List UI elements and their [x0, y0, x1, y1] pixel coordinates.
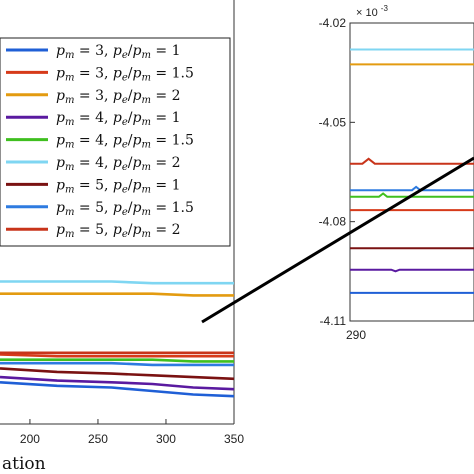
zoom-y-tick-label-4-02: -4.02: [319, 16, 347, 30]
legend-label: pm = 4, pe/pm = 2: [56, 155, 181, 173]
zoom-y-tick-label-4-08: -4.08: [319, 215, 347, 229]
main-x-tick-label-200: 200: [20, 432, 40, 446]
legend-label: pm = 4, pe/pm = 1.5: [56, 133, 194, 151]
legend-label: pm = 3, pe/pm = 1.5: [56, 65, 194, 83]
main-x-tick-label-350: 350: [224, 432, 244, 446]
legend-entry: pm = 4, pe/pm = 2: [6, 155, 181, 173]
zoom-x-tick-label-290: 290: [346, 328, 366, 342]
main-series-line-p-m-5-p-e-p-m-1: [0, 367, 235, 381]
main-series-line-p-m-4-p-e-p-m-1: [0, 375, 235, 391]
zoom-plot-x-ticks: 290: [346, 328, 366, 342]
zoom-plot-y-ticks: -4.02 -4.05 -4.08 -4.11: [319, 16, 355, 328]
legend-entry: pm = 5, pe/pm = 1.5: [6, 200, 194, 218]
zoom-y-tick-label-4-11: -4.11: [320, 314, 347, 328]
legend-entry: pm = 3, pe/pm = 2: [6, 88, 181, 106]
zoom-connector-line: [201, 156, 474, 324]
legend-label: pm = 3, pe/pm = 1: [56, 43, 181, 61]
legend-label: pm = 5, pe/pm = 1.5: [56, 200, 194, 218]
legend-label: pm = 5, pe/pm = 2: [56, 222, 181, 240]
zoom-exponent-base: × 10: [356, 7, 378, 19]
main-plot: 200 250 300 350 ation: [0, 0, 244, 474]
zoom-series-line-p-m-5-p-e-p-m-1-5: [350, 185, 474, 192]
legend-label: pm = 4, pe/pm = 1: [56, 110, 181, 128]
legend: pm = 3, pe/pm = 1 pm = 3, pe/pm = 1.5 pm =…: [0, 37, 231, 247]
main-plot-series: [0, 280, 235, 398]
zoom-plot-frame: [349, 22, 474, 322]
legend-label: pm = 3, pe/pm = 2: [56, 88, 181, 106]
zoom-plot-series: [350, 48, 474, 294]
zoom-y-tick-label-4-05: -4.05: [319, 115, 347, 129]
main-series-line-p-m-5-p-e-p-m-1-5: [0, 361, 234, 367]
main-series-line-p-m-3-p-e-p-m-1-5: [0, 353, 234, 358]
legend-entry: pm = 5, pe/pm = 1: [6, 177, 181, 195]
main-series-line-p-m-3-p-e-p-m-2: [0, 292, 234, 297]
legend-entry: pm = 5, pe/pm = 2: [6, 222, 181, 240]
legend-entry: pm = 3, pe/pm = 1.5: [6, 65, 194, 83]
main-plot-x-ticks: 200 250 300 350: [20, 419, 244, 446]
main-x-tick-label-250: 250: [88, 432, 108, 446]
main-series-line-p-m-4-p-e-p-m-1-5: [0, 358, 234, 363]
main-plot-x-axis-label: ation: [2, 454, 46, 474]
zoom-exponent-label: × 10 -3: [356, 4, 388, 19]
zoom-plot: -4.02 -4.05 -4.08 -4.11 290 × 10 -3: [319, 4, 474, 342]
main-series-line-p-m-4-p-e-p-m-2: [0, 280, 234, 285]
main-series-line-p-m-3-p-e-p-m-1: [0, 381, 235, 398]
zoom-series-line-p-m-4-p-e-p-m-1-5: [350, 192, 474, 198]
legend-entries: pm = 3, pe/pm = 1 pm = 3, pe/pm = 1.5 pm =…: [6, 43, 194, 240]
legend-entry: pm = 3, pe/pm = 1: [6, 43, 181, 61]
zoom-exponent-power: -3: [381, 4, 389, 13]
main-x-tick-label-300: 300: [156, 432, 176, 446]
zoom-series-line-p-m-4-p-e-p-m-1: [350, 268, 474, 273]
legend-entry: pm = 4, pe/pm = 1: [6, 110, 181, 128]
legend-entry: pm = 4, pe/pm = 1.5: [6, 133, 194, 151]
legend-label: pm = 5, pe/pm = 1: [56, 177, 181, 195]
zoom-series-line-p-m-5-p-e-p-m-2: [350, 157, 474, 165]
